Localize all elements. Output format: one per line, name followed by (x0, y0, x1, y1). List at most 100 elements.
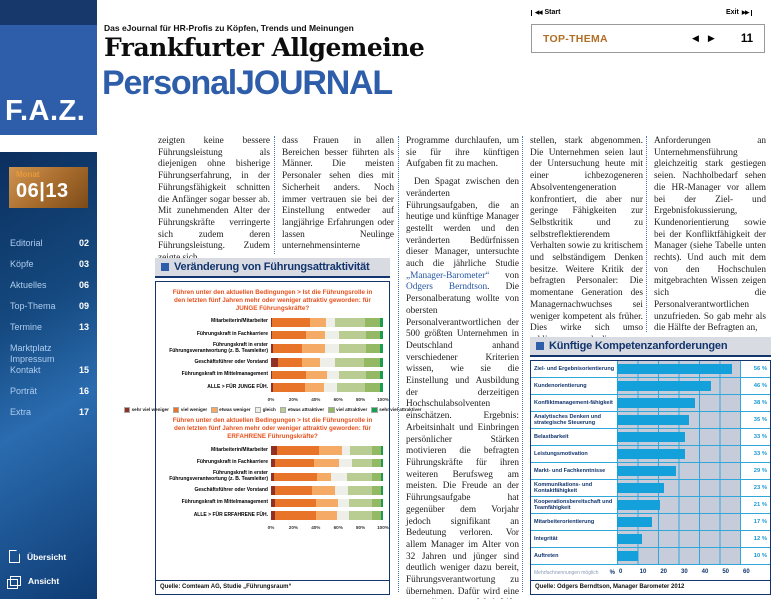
faz-logo-text: F.A.Z. (5, 95, 86, 127)
axis-tick-label: 100% (377, 524, 389, 530)
competency-label: Konfliktmanagement-fähigkeit (534, 399, 613, 406)
competency-label: Markt- und Fachkenntnisse (534, 467, 606, 474)
legend-swatch (172, 406, 180, 414)
tagline: Das eJournal für HR-Profis zu Köpfen, Tr… (104, 23, 354, 33)
stacked-bar-row: Geschäftsführer oder Vorstand (162, 358, 383, 367)
axis-tick-label: 10 (639, 569, 647, 575)
chart1-body: Führen unter den aktuellen Bedingungen >… (123, 281, 421, 595)
article-column-4: stellen, stark abgenommen. Die Unternehm… (530, 136, 643, 345)
month-value: 06|13 (16, 180, 69, 202)
article-column-2: dass Frauen in allen Bereichen besser fü… (282, 136, 394, 252)
square-bullet-icon (536, 342, 544, 350)
competency-label: Kundenorientierung (534, 382, 587, 389)
stacked-bar (271, 472, 383, 482)
stacked-bar-row: Geschäftsführer oder Vorstand (162, 486, 383, 495)
competency-label: Kooperationsbereitschaft und Teamfähigke… (534, 498, 613, 511)
legend-item: sehr viel attraktiver (371, 406, 421, 414)
sidebar-item-portraet[interactable]: Porträt 16 (10, 386, 89, 396)
axis-tick-label: 0% (267, 396, 275, 402)
axis-tick-label: 0% (267, 524, 275, 530)
sidebar-item-top-thema[interactable]: Top-Thema 09 (10, 301, 89, 311)
column-divider (274, 136, 275, 254)
stacked-bar-row: Führungskraft in Fachkarriere (162, 458, 383, 468)
value-bar (617, 517, 652, 527)
value-label: 21 % (753, 502, 767, 508)
bar-row-label: Führungskraft in erster Führungsverantwo… (169, 342, 268, 354)
value-bar (617, 551, 638, 561)
axis-tick-label: 80% (355, 396, 366, 402)
competency-row: Analytisches Denken und strategische Ste… (531, 412, 770, 429)
legend-item: viel attraktiver (328, 406, 367, 414)
competency-row: Kooperationsbereitschaft und Teamfähigke… (531, 497, 770, 514)
value-bar (617, 483, 665, 493)
month-badge: Monat 06|13 (9, 167, 88, 208)
axis-tick-label: 30 (681, 569, 688, 575)
bar-track (617, 463, 741, 479)
section-label: TOP-THEMA (543, 32, 608, 45)
sidebar-item-editorial[interactable]: Editorial 02 (10, 238, 89, 248)
view-button[interactable]: Ansicht (7, 576, 59, 589)
sidebar-item-extra[interactable]: Extra 17 (10, 407, 89, 417)
competency-row: Konfliktmanagement-fähigkeit 38 % (531, 395, 770, 412)
value-label: 12 % (753, 536, 767, 542)
faz-logo: F.A.Z. (0, 25, 97, 135)
prev-page-arrow[interactable]: ◀ (691, 33, 699, 43)
sidebar-item-termine[interactable]: Termine 13 (10, 322, 89, 332)
value-bar (617, 500, 661, 510)
stacked-bar-row: Mitarbeiterin/Mitarbeiter (162, 446, 383, 455)
competency-row: Kundenorientierung 46 % (531, 378, 770, 395)
sidebar-item-marktplatz-impressum-kontakt[interactable]: Marktplatz Impressum Kontakt 15 (10, 343, 89, 375)
chart1-title: Veränderung von Führungsattraktivität (174, 261, 370, 273)
stacked-bar-row: ALLE > FÜR JUNGE FÜH. (162, 383, 383, 392)
value-bar (617, 364, 732, 374)
legend-item: sehr viel weniger (123, 406, 169, 414)
manager-barometer-link[interactable]: „Manager-Barometer“ (406, 270, 490, 281)
legend-swatch (328, 406, 335, 414)
value-label: 33 % (753, 451, 767, 457)
axis-tick-label: 60 (743, 569, 750, 575)
stacked-bar-row: Führungskraft im Mittelmanagement (162, 498, 383, 508)
next-page-arrow[interactable]: ▶ (707, 33, 715, 43)
stacked-bar (271, 486, 383, 495)
chart1-x-axis: 0% 20% 40% 60% 80% 100% (267, 524, 389, 532)
value-label: 46 % (753, 383, 767, 389)
chart1-source: Quelle: Comteam AG, Studie „Führungsraum… (156, 580, 389, 594)
sidebar-item-koepfe[interactable]: Köpfe 03 (10, 259, 89, 269)
value-bar (617, 398, 695, 408)
start-button[interactable]: ◀◀ Start (531, 9, 560, 16)
value-label: 35 % (753, 417, 767, 423)
odgers-berndtson-link[interactable]: Odgers Berndtson (406, 282, 488, 293)
value-label: 10 % (753, 553, 767, 559)
bar-track (617, 531, 741, 547)
overview-button[interactable]: Übersicht (9, 550, 66, 563)
month-label: Monat (16, 170, 40, 179)
axis-tick-label: 40% (311, 524, 321, 530)
legend-item: etwas attraktiver (279, 406, 324, 414)
value-bar (617, 415, 689, 425)
stacked-bar (271, 458, 383, 468)
rail-top-strip (0, 0, 97, 25)
sidebar-item-aktuelles[interactable]: Aktuelles 06 (10, 280, 89, 290)
bar-track (617, 446, 741, 462)
bar-track (617, 378, 741, 394)
journal-title: PersonalJOURNAL (102, 64, 393, 102)
exit-button[interactable]: Exit ▶▶ (726, 9, 753, 16)
bar-row-label: ALLE > FÜR JUNGE FÜH. (207, 383, 268, 390)
column-divider (522, 136, 523, 592)
value-bar (617, 534, 642, 544)
competency-label: Integrität (534, 535, 558, 542)
value-label: 56 % (753, 366, 767, 372)
bar-track (617, 497, 741, 513)
masthead: Frankfurter Allgemeine (104, 33, 425, 62)
axis-tick-label: 80% (355, 524, 366, 530)
competency-label: Leistungsmotivation (534, 450, 588, 457)
bar-row-label: ALLE > FÜR ERFAHRENE FÜH. (193, 511, 268, 518)
axis-tick-label: 100% (377, 396, 389, 402)
bar-track (617, 412, 741, 428)
value-bar (617, 449, 685, 459)
square-bullet-icon (161, 263, 169, 271)
competency-label: Analytisches Denken und strategische Ste… (534, 413, 601, 426)
skip-end-icon: ▶▶ (741, 9, 750, 16)
bar-row-label: Führungskraft im Mittelmanagement (181, 371, 268, 378)
bar-row-label: Geschäftsführer oder Vorstand (194, 358, 268, 365)
